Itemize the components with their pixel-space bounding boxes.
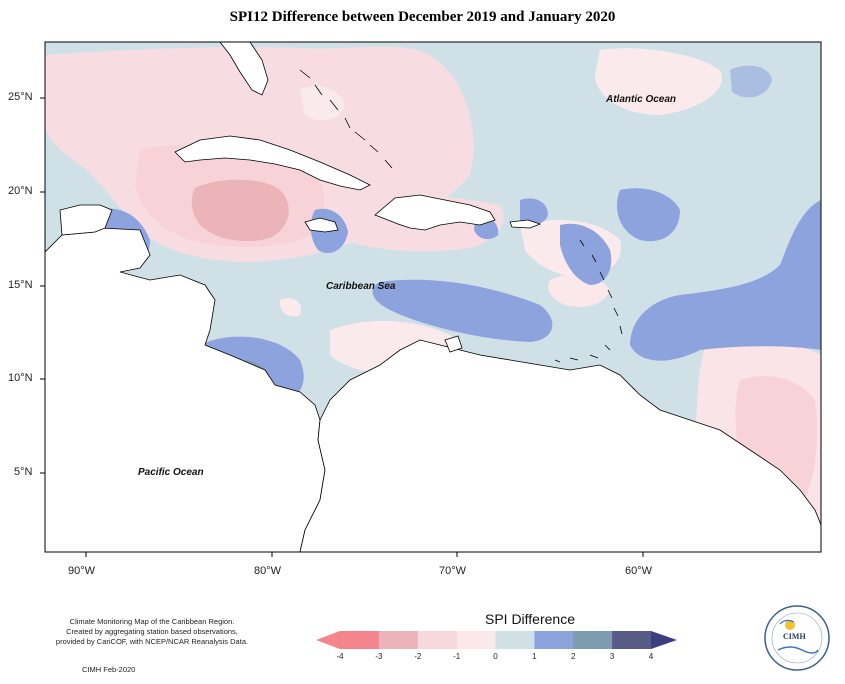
legend-colorbar [316, 631, 677, 649]
sun-icon [785, 620, 795, 630]
legend-tick-label: 4 [648, 652, 654, 661]
lon-label-70w: 70°W [439, 565, 467, 577]
island-chain [299, 69, 623, 363]
jamaica-land [304, 217, 339, 233]
legend-title: SPI Difference [484, 611, 575, 627]
land-masses [45, 42, 821, 552]
spi-pink-core-cuba [191, 179, 289, 242]
legend-tick-label: -4 [336, 652, 344, 661]
legend-tick-label: 2 [571, 652, 576, 661]
legend-tick-label: -3 [375, 652, 383, 661]
lon-label-60w: 60°W [625, 565, 653, 577]
spi-blue-zone-atlantic [616, 188, 680, 242]
hispaniola-land [374, 194, 496, 231]
colorbar-segment [612, 631, 652, 649]
map-description: Climate Monitoring Map of the Caribbean … [55, 617, 249, 646]
label-caribbean-sea: Caribbean Sea [326, 281, 396, 292]
legend-tick-label: 3 [609, 652, 615, 661]
cimh-logo [764, 605, 830, 671]
label-pacific-ocean: Pacific Ocean [138, 467, 204, 478]
axis-ticks [40, 97, 644, 557]
spi-blue-zone-east [630, 200, 821, 361]
colorbar-segment [456, 631, 496, 649]
puerto-rico-land [509, 219, 542, 229]
colorbar-segment [417, 631, 458, 649]
map-frame [44, 41, 822, 553]
south-america-land [299, 339, 821, 552]
lat-label-25n: 25°N [8, 91, 33, 103]
cuba-land [174, 135, 371, 191]
spi-blue-zone-central [372, 279, 553, 342]
legend-tick-label: 0 [493, 652, 498, 661]
logo-text: CIMH [783, 632, 806, 641]
lat-label-20n: 20°N [8, 185, 33, 197]
legend-tick-label: 1 [532, 652, 537, 661]
label-atlantic-ocean: Atlantic Ocean [606, 94, 677, 105]
wave-icon [777, 646, 819, 654]
credit-text: CIMH Feb-2020 [82, 665, 136, 674]
legend-tick-label: -2 [414, 652, 422, 661]
colorbar-segment [378, 631, 419, 649]
colorbar-segment [573, 631, 613, 649]
colorbar-arrow-left [316, 631, 340, 649]
colorbar-segment [495, 631, 535, 649]
lat-label-5n: 5°N [14, 466, 33, 478]
legend-tick-label: -1 [453, 652, 461, 661]
colorbar-segment [340, 631, 380, 649]
lat-label-15n: 15°N [8, 279, 33, 291]
colorbar-arrow-right [651, 631, 677, 649]
map-title: SPI12 Difference between December 2019 a… [229, 9, 616, 25]
lon-label-80w: 80°W [254, 565, 282, 577]
colorbar-segment [534, 631, 574, 649]
lon-label-90w: 90°W [68, 565, 96, 577]
florida-land [219, 42, 269, 96]
lat-label-10n: 10°N [8, 372, 33, 384]
